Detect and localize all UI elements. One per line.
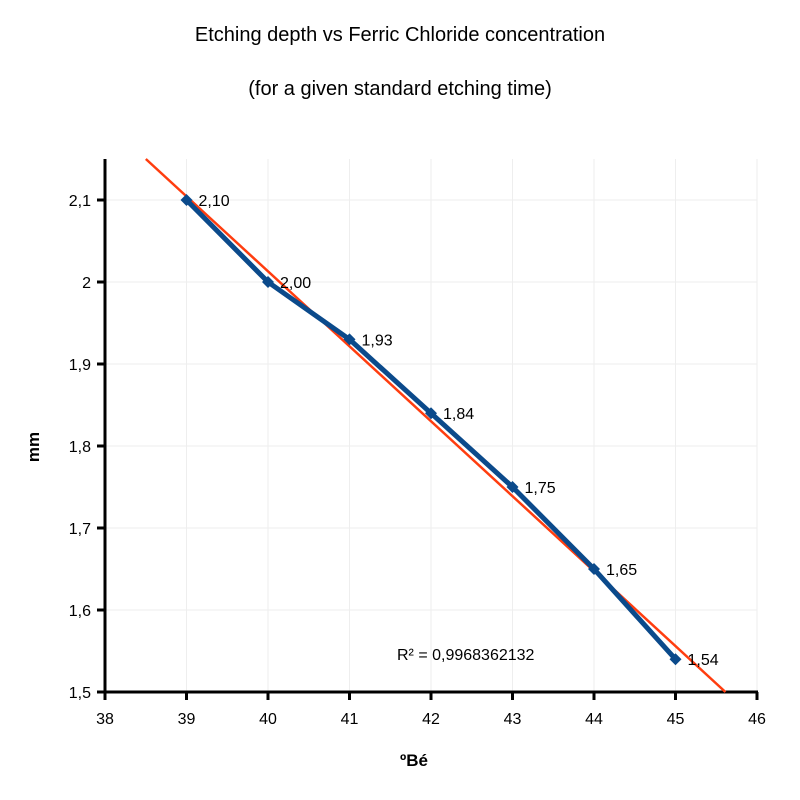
data-point-marker xyxy=(262,276,274,288)
y-tick-label: 1,6 xyxy=(69,603,91,620)
y-tick-label: 1,7 xyxy=(69,521,91,538)
r-squared-annotation: R² = 0,9968362132 xyxy=(397,647,535,664)
y-tick-label: 2,1 xyxy=(69,193,91,210)
y-axis-title: mm xyxy=(24,432,43,462)
axes: 38 39 40 41 42 43 44 45 46 1,5 1,6 1,7 1,8 1,9 2 2,1 xyxy=(69,159,766,728)
data-point-marker xyxy=(669,653,682,666)
x-axis-title: ºBé xyxy=(400,751,428,770)
data-point-marker xyxy=(180,194,193,206)
trendline-group xyxy=(144,158,727,693)
x-tick-label: 46 xyxy=(748,711,766,728)
data-label: 2,10 xyxy=(199,193,230,210)
y-tick-label: 2 xyxy=(82,275,91,292)
x-tick-label: 43 xyxy=(504,711,522,728)
grid-lines xyxy=(105,159,758,692)
x-tick-label: 38 xyxy=(96,711,114,728)
data-label: 1,84 xyxy=(443,406,474,423)
data-labels-group: 2,10 2,00 1,93 1,84 1,75 1,65 1,54 xyxy=(199,193,719,669)
data-point-marker xyxy=(425,407,437,420)
data-label: 2,00 xyxy=(280,275,311,292)
x-tick-label: 41 xyxy=(341,711,359,728)
data-label: 1,75 xyxy=(525,480,556,497)
x-tick-label: 40 xyxy=(259,711,277,728)
data-label: 1,93 xyxy=(362,332,393,349)
x-tick-label: 44 xyxy=(585,711,603,728)
y-tick-label: 1,8 xyxy=(69,439,91,456)
data-label: 1,65 xyxy=(606,562,637,579)
x-tick-label: 39 xyxy=(178,711,196,728)
x-tick-label: 45 xyxy=(667,711,685,728)
x-tick-label: 42 xyxy=(422,711,440,728)
chart-subtitle: (for a given standard etching time) xyxy=(248,78,552,100)
data-point-marker xyxy=(506,481,519,493)
y-tick-label: 1,5 xyxy=(69,685,91,702)
series-group xyxy=(180,194,682,666)
data-point-marker xyxy=(343,333,356,346)
y-tick-label: 1,9 xyxy=(69,357,91,374)
trendline xyxy=(144,158,727,693)
data-point-marker xyxy=(588,563,600,575)
data-label: 1,54 xyxy=(688,652,719,669)
chart-title: Etching depth vs Ferric Chloride concent… xyxy=(194,24,606,46)
